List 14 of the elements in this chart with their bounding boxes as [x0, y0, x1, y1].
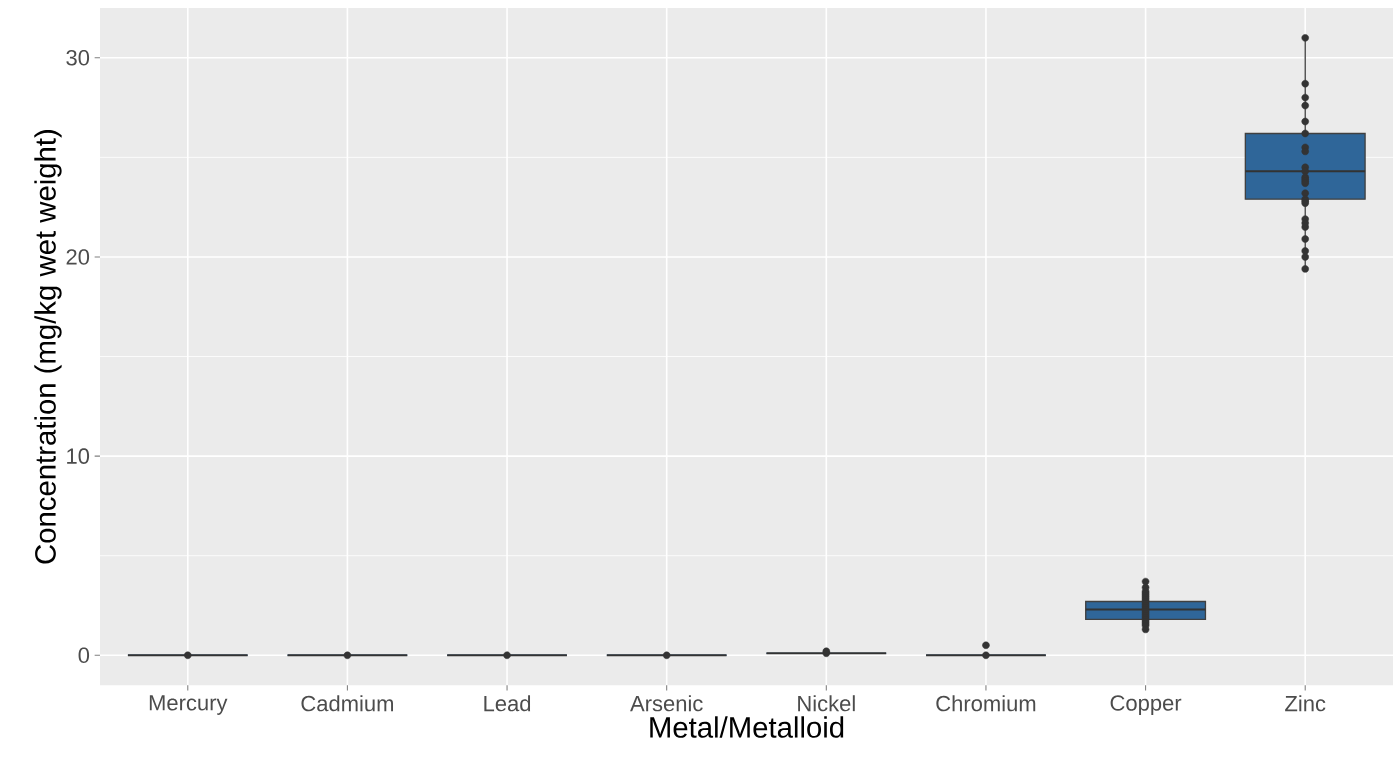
x-tick-label: Arsenic [630, 695, 703, 712]
x-tick-label: Zinc [1285, 695, 1326, 712]
x-tick-label: Chromium [936, 695, 1036, 712]
y-tick-label: 30 [66, 50, 90, 66]
y-tick-label: 0 [78, 647, 90, 664]
x-axis-title: Metal/Metalloid [650, 716, 844, 738]
y-axis-title: Concentration (mg/kg wet weight) [34, 130, 62, 564]
x-tick-label: Nickel [798, 695, 855, 712]
y-tick-label: 10 [67, 448, 90, 464]
x-tick-label: Copper [1110, 695, 1182, 716]
x-tick-label: Mercury [149, 695, 228, 715]
y-tick-label: 20 [66, 249, 90, 265]
x-tick-label: Cadmium [301, 695, 393, 712]
x-tick-label: Lead [484, 695, 531, 712]
